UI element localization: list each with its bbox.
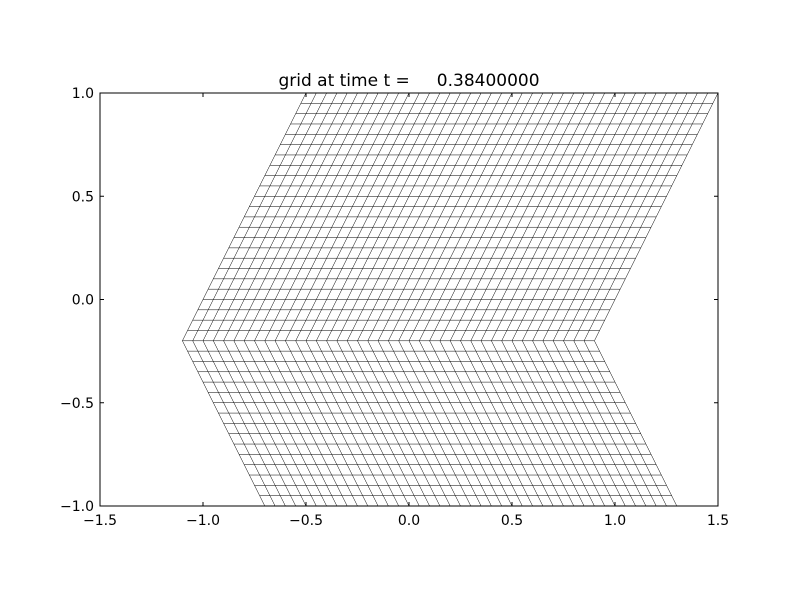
y-tick-label: 0.0 xyxy=(72,293,94,309)
mesh xyxy=(182,92,719,507)
y-tick-label: −0.5 xyxy=(60,396,94,412)
x-tick-label: 0.5 xyxy=(501,513,523,529)
y-tick-label: −1.0 xyxy=(60,499,94,515)
x-axis: −1.5 −1.0 −0.5 0.0 0.5 1.0 1.5 xyxy=(83,93,729,529)
chart-title: grid at time t = 0.38400000 xyxy=(278,71,539,91)
x-tick-label: 1.5 xyxy=(707,513,729,529)
y-tick-label: 0.5 xyxy=(72,189,94,205)
x-tick-label: −0.5 xyxy=(289,513,323,529)
x-tick-label: 1.0 xyxy=(604,513,626,529)
y-tick-label: 1.0 xyxy=(72,86,94,102)
x-tick-label: −1.0 xyxy=(186,513,220,529)
x-tick-label: −1.5 xyxy=(83,513,117,529)
x-tick-label: 0.0 xyxy=(398,513,420,529)
y-axis: −1.0 −0.5 0.0 0.5 1.0 xyxy=(60,86,718,515)
